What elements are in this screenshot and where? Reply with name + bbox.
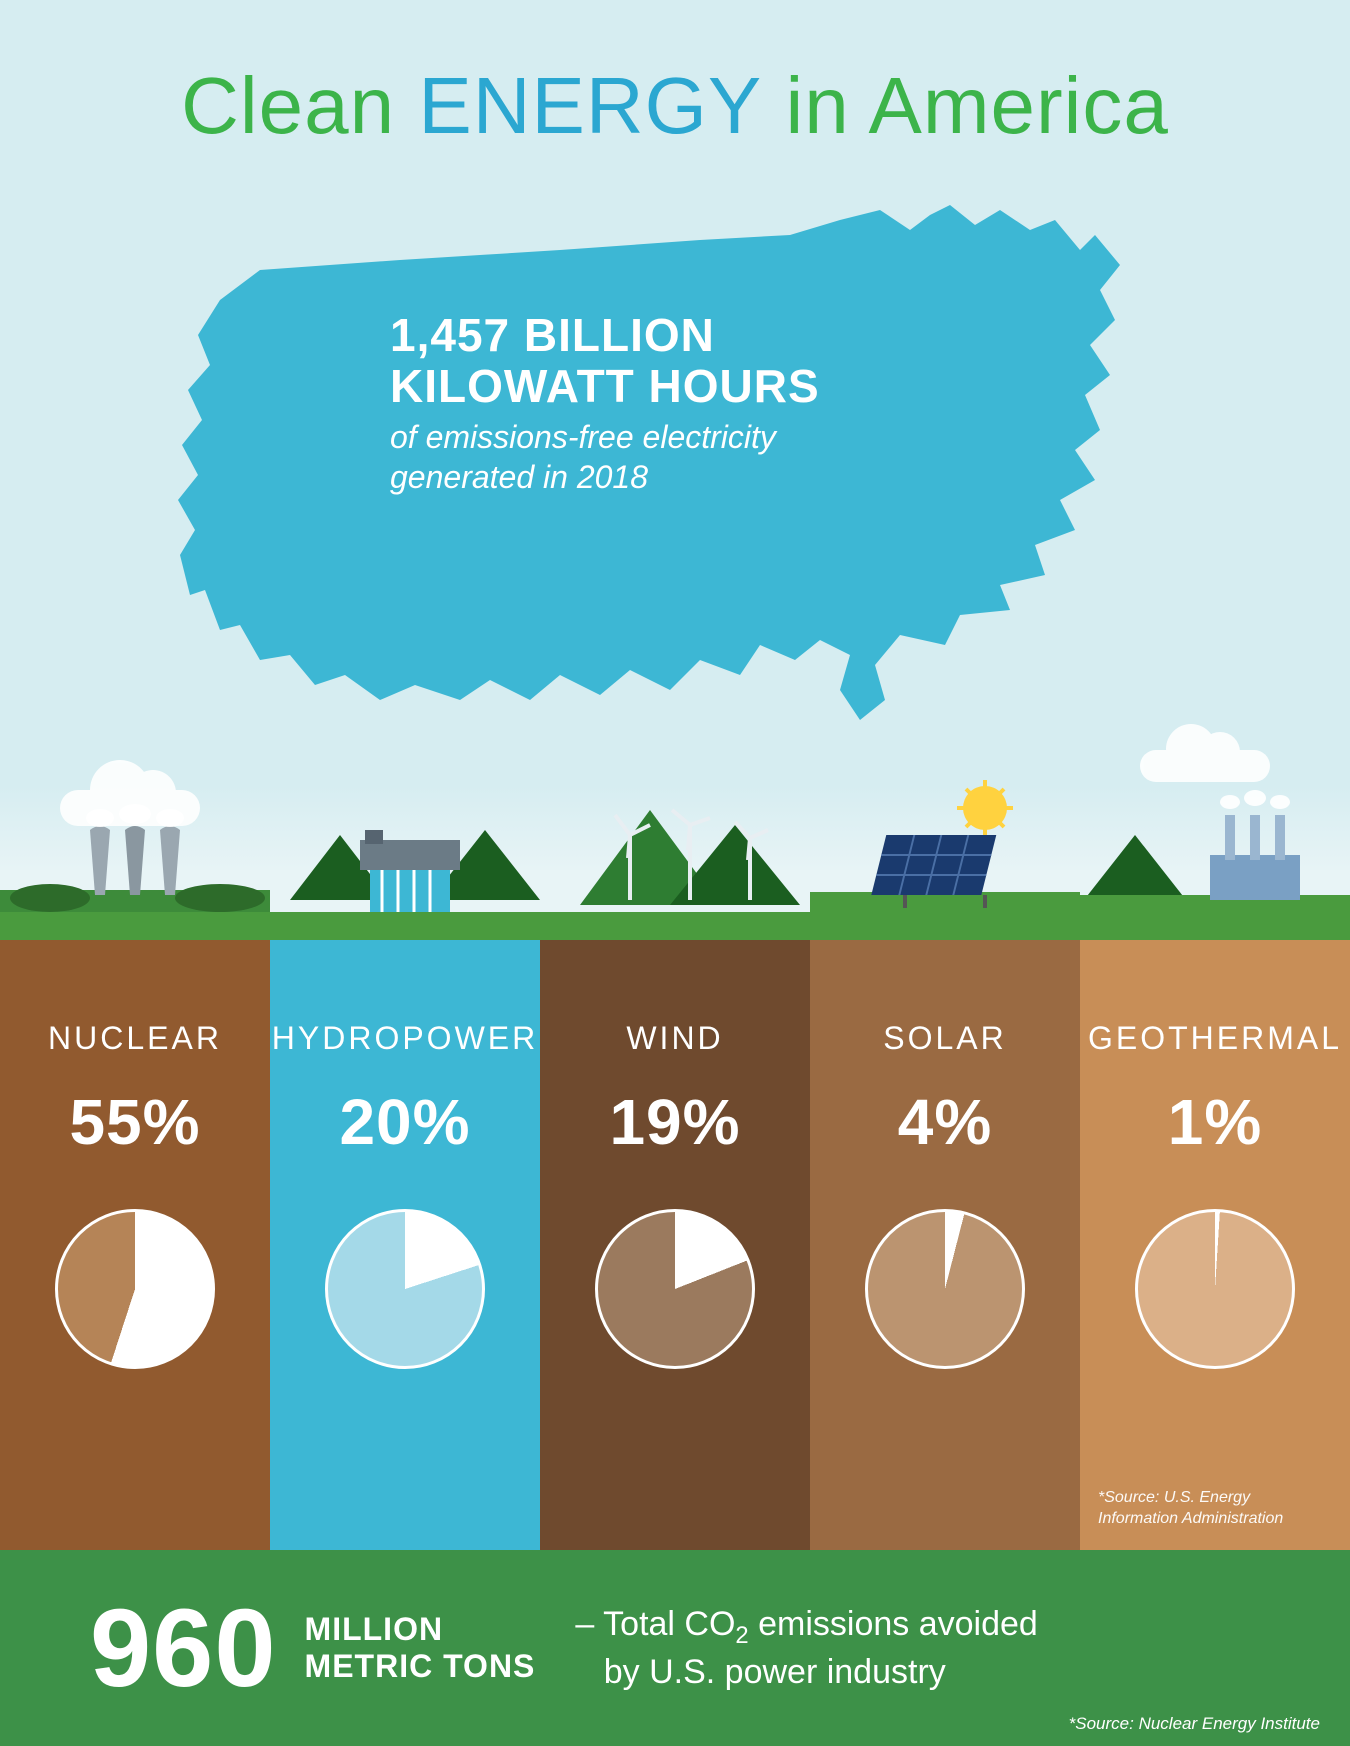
footer-desc: – Total CO2 emissions avoided by U.S. po…	[575, 1603, 1037, 1693]
us-map: 1,457 BILLION KILOWATT HOURS of emission…	[140, 180, 1210, 740]
cloud-icon	[1140, 750, 1270, 782]
landscape-strip	[0, 780, 1350, 940]
pie-chart-geothermal	[1135, 1209, 1295, 1369]
map-stat-sub: of emissions-free electricity generated …	[390, 417, 890, 497]
energy-columns: NUCLEAR 55%HYDROPOWER 20%WIND 19%SOLAR 4%GEO…	[0, 940, 1350, 1550]
column-percent: 19%	[540, 1085, 810, 1159]
footer-bar: 960 MILLION METRIC TONS – Total CO2 emis…	[0, 1550, 1350, 1746]
column-label: NUCLEAR	[0, 1020, 270, 1057]
column-solar: SOLAR 4%	[810, 940, 1080, 1550]
footer-number: 960	[90, 1585, 277, 1712]
infographic-page: Clean ENERGY in America 1,457 BILLION KI…	[0, 0, 1350, 1746]
title-word-energy: ENERGY	[418, 61, 762, 150]
column-label: HYDROPOWER	[270, 1020, 540, 1057]
pie-chart-nuclear	[55, 1209, 215, 1369]
column-geothermal: GEOTHERMAL 1% *Source: U.S. Energy Informa…	[1080, 940, 1350, 1550]
page-title: Clean ENERGY in America	[0, 0, 1350, 152]
column-label: WIND	[540, 1020, 810, 1057]
ground-line	[0, 912, 1350, 940]
title-word-in-america: in America	[785, 61, 1168, 150]
column-nuclear: NUCLEAR 55%	[0, 940, 270, 1550]
hydropower-scene	[270, 780, 540, 912]
column-percent: 1%	[1080, 1085, 1350, 1159]
pie-chart-wind	[595, 1209, 755, 1369]
column-percent: 4%	[810, 1085, 1080, 1159]
column-source-note: *Source: U.S. Energy Information Adminis…	[1080, 1488, 1350, 1530]
map-stat-line1: 1,457 BILLION	[390, 310, 890, 361]
column-percent: 20%	[270, 1085, 540, 1159]
map-stat-line2: KILOWATT HOURS	[390, 361, 890, 412]
title-word-clean: Clean	[181, 61, 395, 150]
column-percent: 55%	[0, 1085, 270, 1159]
column-wind: WIND 19%	[540, 940, 810, 1550]
solar-scene	[810, 780, 1080, 912]
footer-unit: MILLION METRIC TONS	[305, 1611, 536, 1685]
geothermal-scene	[1080, 780, 1350, 912]
column-label: GEOTHERMAL	[1080, 1020, 1350, 1057]
wind-scene	[540, 780, 810, 912]
nuclear-scene	[0, 780, 270, 912]
column-hydro: HYDROPOWER 20%	[270, 940, 540, 1550]
column-label: SOLAR	[810, 1020, 1080, 1057]
pie-chart-solar	[865, 1209, 1025, 1369]
pie-chart-hydro	[325, 1209, 485, 1369]
footer-source: *Source: Nuclear Energy Institute	[1069, 1714, 1320, 1734]
map-stat: 1,457 BILLION KILOWATT HOURS of emission…	[390, 310, 890, 497]
